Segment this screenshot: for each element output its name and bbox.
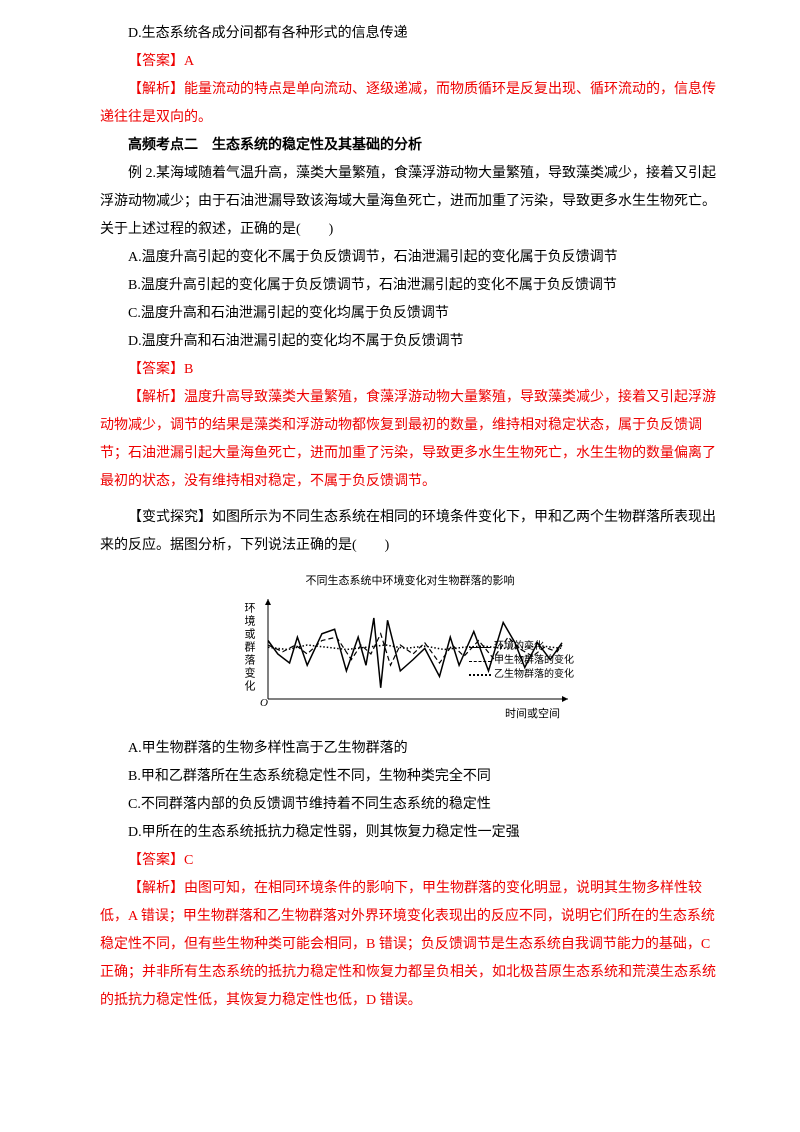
topic-2-title: 高频考点二 生态系统的稳定性及其基础的分析 bbox=[100, 132, 720, 160]
answer-3: 【答案】C bbox=[100, 847, 720, 875]
explanation-1-label: 【解析】 bbox=[128, 82, 184, 97]
explanation-3: 【解析】由图可知，在相同环境条件的影响下，甲生物群落的变化明显，说明其生物多样性… bbox=[100, 875, 720, 1015]
answer-2-label: 【答案】 bbox=[128, 362, 184, 377]
answer-3-value: C bbox=[184, 853, 193, 868]
variant-option-a: A.甲生物群落的生物多样性高于乙生物群落的 bbox=[100, 735, 720, 763]
chart-legend: 环境的变化 甲生物群落的变化 乙生物群落的变化 bbox=[469, 640, 574, 682]
chart-container: 不同生态系统中环境变化对生物群落的影响 环境或群落变化 O 环境的变化 甲生物群… bbox=[240, 570, 580, 725]
chart-title: 不同生态系统中环境变化对生物群落的影响 bbox=[240, 570, 580, 592]
explanation-1: 【解析】能量流动的特点是单向流动、逐级递减，而物质循环是反复出现、循环流动的，信… bbox=[100, 76, 720, 132]
explanation-2: 【解析】温度升高导致藻类大量繁殖，食藻浮游动物大量繁殖，导致藻类减少，接着又引起… bbox=[100, 384, 720, 496]
legend-label-3: 乙生物群落的变化 bbox=[494, 668, 574, 682]
answer-1: 【答案】A bbox=[100, 48, 720, 76]
answer-2: 【答案】B bbox=[100, 356, 720, 384]
answer-2-value: B bbox=[184, 362, 193, 377]
explanation-3-label: 【解析】 bbox=[128, 881, 184, 896]
legend-row-2: 甲生物群落的变化 bbox=[469, 654, 574, 668]
explanation-1-text: 能量流动的特点是单向流动、逐级递减，而物质循环是反复出现、循环流动的，信息传递往… bbox=[100, 82, 716, 125]
explanation-2-label: 【解析】 bbox=[128, 390, 184, 405]
example-2-option-c: C.温度升高和石油泄漏引起的变化均属于负反馈调节 bbox=[100, 300, 720, 328]
legend-row-1: 环境的变化 bbox=[469, 640, 574, 654]
explanation-3-text: 由图可知，在相同环境条件的影响下，甲生物群落的变化明显，说明其生物多样性较低，A… bbox=[100, 881, 716, 1008]
legend-row-3: 乙生物群落的变化 bbox=[469, 668, 574, 682]
variant-option-d: D.甲所在的生态系统抵抗力稳定性弱，则其恢复力稳定性一定强 bbox=[100, 819, 720, 847]
legend-line-dash bbox=[469, 661, 491, 662]
option-d-1: D.生态系统各成分间都有各种形式的信息传递 bbox=[100, 20, 720, 48]
answer-3-label: 【答案】 bbox=[128, 853, 184, 868]
answer-1-value: A bbox=[184, 54, 194, 69]
variant-intro: 【变式探究】如图所示为不同生态系统在相同的环境条件变化下，甲和乙两个生物群落所表… bbox=[100, 504, 720, 560]
explanation-2-text: 温度升高导致藻类大量繁殖，食藻浮游动物大量繁殖，导致藻类减少，接着又引起浮游动物… bbox=[100, 390, 716, 489]
variant-option-b: B.甲和乙群落所在生态系统稳定性不同，生物种类完全不同 bbox=[100, 763, 720, 791]
legend-line-solid bbox=[469, 647, 491, 648]
example-2-option-b: B.温度升高引起的变化属于负反馈调节，石油泄漏引起的变化不属于负反馈调节 bbox=[100, 272, 720, 300]
variant-option-c: C.不同群落内部的负反馈调节维持着不同生态系统的稳定性 bbox=[100, 791, 720, 819]
answer-1-label: 【答案】 bbox=[128, 54, 184, 69]
example-2-option-d: D.温度升高和石油泄漏引起的变化均不属于负反馈调节 bbox=[100, 328, 720, 356]
legend-line-dot bbox=[469, 674, 491, 676]
example-2-option-a: A.温度升高引起的变化不属于负反馈调节，石油泄漏引起的变化属于负反馈调节 bbox=[100, 244, 720, 272]
chart-origin-label: O bbox=[260, 697, 268, 709]
legend-label-2: 甲生物群落的变化 bbox=[494, 654, 574, 668]
legend-label-1: 环境的变化 bbox=[494, 640, 544, 654]
chart-ylabel: 环境或群落变化 bbox=[238, 602, 260, 693]
chart-xlabel: 时间或空间 bbox=[240, 703, 580, 725]
example-2-intro: 例 2.某海域随着气温升高，藻类大量繁殖，食藻浮游动物大量繁殖，导致藻类减少，接… bbox=[100, 160, 720, 244]
